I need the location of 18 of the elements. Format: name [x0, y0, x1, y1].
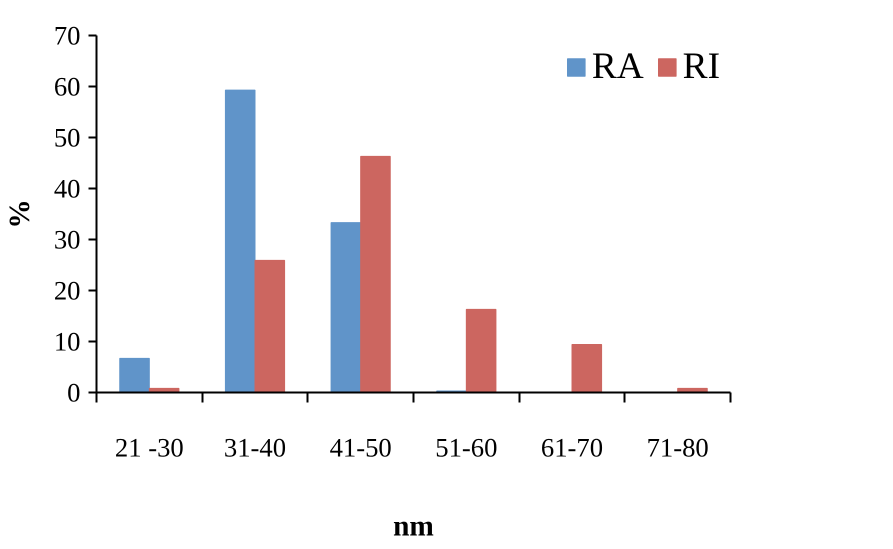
x-tick-label: 31-40 — [224, 432, 286, 462]
y-tick-label: 50 — [54, 122, 80, 152]
y-tick-label: 70 — [54, 20, 80, 50]
y-axis-title: % — [4, 199, 36, 229]
y-tick-label: 10 — [54, 326, 80, 356]
x-tick-label: 41-50 — [330, 432, 392, 462]
y-tick-label: 0 — [67, 378, 80, 408]
x-tick-label: 51-60 — [435, 432, 498, 462]
x-axis-title: nm — [393, 510, 434, 542]
x-tick-label: 21 -30 — [114, 432, 184, 462]
legend-label: RA — [592, 45, 644, 88]
y-tick-label: 60 — [54, 72, 80, 102]
x-tick-label: 61-70 — [540, 432, 604, 462]
x-tick-label: 71-80 — [646, 432, 709, 462]
legend-label: RI — [682, 45, 720, 88]
y-tick-label: 30 — [54, 224, 80, 254]
y-tick-label: 40 — [54, 174, 80, 204]
y-tick-label: 20 — [54, 276, 80, 306]
